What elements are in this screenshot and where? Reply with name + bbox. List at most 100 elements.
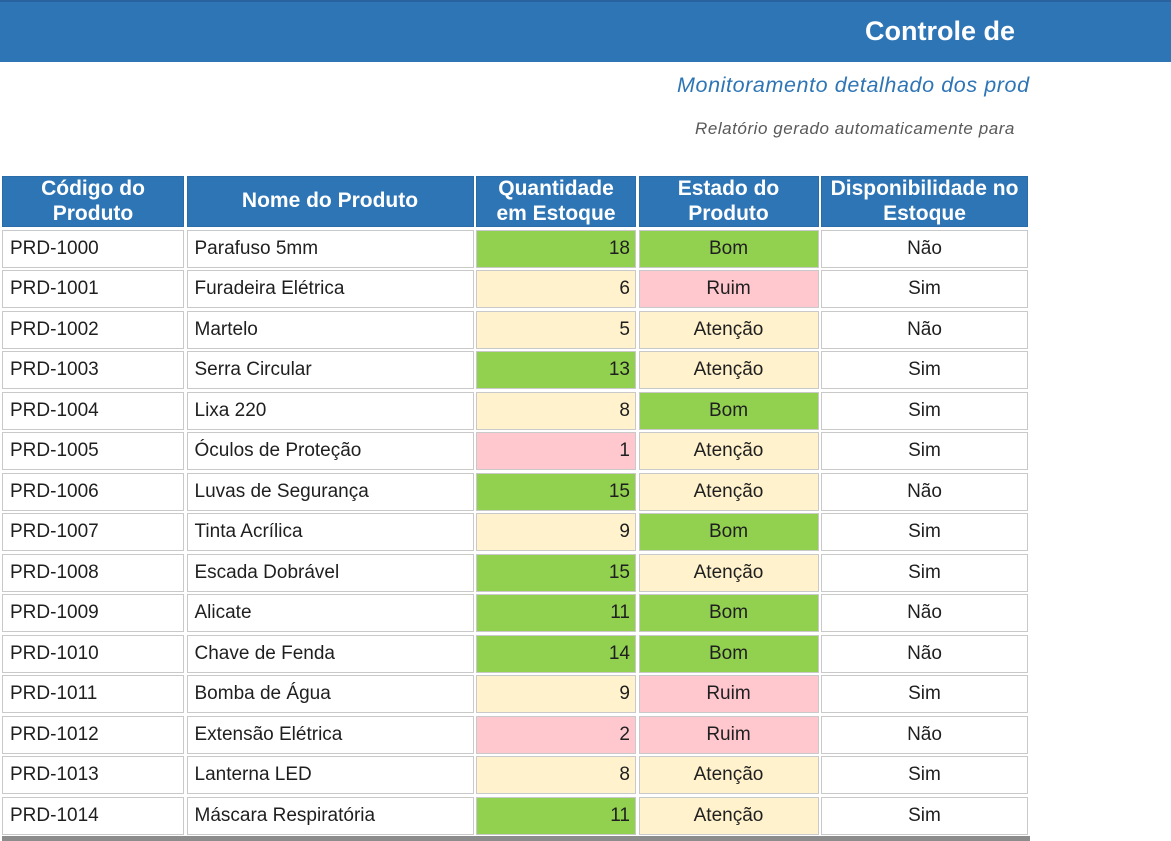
cell-code: PRD-1007 bbox=[2, 513, 184, 551]
cell-name: Luvas de Segurança bbox=[186, 472, 474, 511]
cell-status: Atenção bbox=[638, 310, 819, 349]
table-header-row: Código do Produto Nome do Produto Quantidad… bbox=[2, 176, 1028, 227]
cell-name: Alicate bbox=[186, 594, 474, 632]
page-title: Controle de bbox=[865, 16, 1016, 46]
table-row: PRD-1008 Escada Dobrável 15 Atenção Sim bbox=[2, 553, 1028, 592]
table-body: PRD-1000 Parafuso 5mm 18 Bom Não PRD-1001 Fura… bbox=[2, 229, 1028, 835]
cell-name: Lanterna LED bbox=[186, 756, 474, 794]
cell-code: PRD-1013 bbox=[2, 756, 184, 794]
cell-name: Parafuso 5mm bbox=[186, 229, 474, 268]
cell-status: Bom bbox=[638, 634, 819, 673]
cell-status: Atenção bbox=[638, 756, 819, 794]
cell-qty: 9 bbox=[476, 675, 636, 713]
cell-available: Não bbox=[821, 634, 1028, 673]
cell-available: Não bbox=[821, 310, 1028, 349]
table-row: PRD-1001 Furadeira Elétrica 6 Ruim Sim bbox=[2, 270, 1028, 308]
column-header-codigo: Código do Produto bbox=[2, 176, 184, 227]
cell-name: Óculos de Proteção bbox=[186, 432, 474, 470]
table-row: PRD-1000 Parafuso 5mm 18 Bom Não bbox=[2, 229, 1028, 268]
table-row: PRD-1014 Máscara Respiratória 11 Atenção Sim bbox=[2, 796, 1028, 835]
cell-qty: 18 bbox=[476, 229, 636, 268]
table-row: PRD-1002 Martelo 5 Atenção Não bbox=[2, 310, 1028, 349]
table-row: PRD-1011 Bomba de Água 9 Ruim Sim bbox=[2, 675, 1028, 713]
column-header-quantidade: Quantidade em Estoque bbox=[476, 176, 636, 227]
cell-status: Ruim bbox=[638, 675, 819, 713]
cell-name: Chave de Fenda bbox=[186, 634, 474, 673]
cell-code: PRD-1009 bbox=[2, 594, 184, 632]
cell-available: Sim bbox=[821, 432, 1028, 470]
cell-status: Bom bbox=[638, 594, 819, 632]
table-row: PRD-1003 Serra Circular 13 Atenção Sim bbox=[2, 351, 1028, 389]
cell-available: Não bbox=[821, 715, 1028, 754]
inventory-table: Código do Produto Nome do Produto Quantidad… bbox=[2, 176, 1028, 835]
cell-code: PRD-1000 bbox=[2, 229, 184, 268]
cell-name: Serra Circular bbox=[186, 351, 474, 389]
cell-available: Sim bbox=[821, 756, 1028, 794]
cell-available: Não bbox=[821, 594, 1028, 632]
cell-qty: 9 bbox=[476, 513, 636, 551]
cell-code: PRD-1012 bbox=[2, 715, 184, 754]
cell-status: Bom bbox=[638, 391, 819, 430]
cell-qty: 15 bbox=[476, 472, 636, 511]
cell-code: PRD-1004 bbox=[2, 391, 184, 430]
cell-name: Escada Dobrável bbox=[186, 553, 474, 592]
page-subtitle: Monitoramento detalhado dos prod bbox=[677, 73, 1030, 97]
table-bottom-border bbox=[2, 836, 1030, 841]
column-header-nome: Nome do Produto bbox=[186, 176, 474, 227]
table-row: PRD-1012 Extensão Elétrica 2 Ruim Não bbox=[2, 715, 1028, 754]
cell-code: PRD-1014 bbox=[2, 796, 184, 835]
cell-code: PRD-1010 bbox=[2, 634, 184, 673]
cell-code: PRD-1006 bbox=[2, 472, 184, 511]
cell-qty: 13 bbox=[476, 351, 636, 389]
cell-qty: 6 bbox=[476, 270, 636, 308]
table-row: PRD-1013 Lanterna LED 8 Atenção Sim bbox=[2, 756, 1028, 794]
cell-available: Sim bbox=[821, 391, 1028, 430]
cell-status: Bom bbox=[638, 229, 819, 268]
cell-name: Bomba de Água bbox=[186, 675, 474, 713]
cell-qty: 15 bbox=[476, 553, 636, 592]
cell-qty: 5 bbox=[476, 310, 636, 349]
cell-status: Atenção bbox=[638, 796, 819, 835]
cell-status: Atenção bbox=[638, 351, 819, 389]
cell-status: Atenção bbox=[638, 432, 819, 470]
cell-code: PRD-1011 bbox=[2, 675, 184, 713]
cell-available: Sim bbox=[821, 553, 1028, 592]
cell-code: PRD-1001 bbox=[2, 270, 184, 308]
cell-name: Lixa 220 bbox=[186, 391, 474, 430]
cell-status: Bom bbox=[638, 513, 819, 551]
cell-code: PRD-1002 bbox=[2, 310, 184, 349]
cell-code: PRD-1003 bbox=[2, 351, 184, 389]
report-note: Relatório gerado automaticamente para bbox=[695, 119, 1015, 138]
cell-qty: 8 bbox=[476, 391, 636, 430]
column-header-disponibilidade: Disponibilidade no Estoque bbox=[821, 176, 1028, 227]
cell-qty: 14 bbox=[476, 634, 636, 673]
table-row: PRD-1007 Tinta Acrílica 9 Bom Sim bbox=[2, 513, 1028, 551]
cell-status: Atenção bbox=[638, 472, 819, 511]
table-row: PRD-1005 Óculos de Proteção 1 Atenção Sim bbox=[2, 432, 1028, 470]
cell-code: PRD-1005 bbox=[2, 432, 184, 470]
app-header: Controle de bbox=[0, 0, 1171, 62]
cell-qty: 11 bbox=[476, 594, 636, 632]
cell-available: Sim bbox=[821, 796, 1028, 835]
cell-available: Sim bbox=[821, 270, 1028, 308]
cell-available: Não bbox=[821, 229, 1028, 268]
cell-available: Sim bbox=[821, 351, 1028, 389]
cell-name: Tinta Acrílica bbox=[186, 513, 474, 551]
text-clip-mask bbox=[1031, 64, 1171, 174]
cell-name: Máscara Respiratória bbox=[186, 796, 474, 835]
cell-available: Sim bbox=[821, 513, 1028, 551]
cell-status: Ruim bbox=[638, 715, 819, 754]
cell-qty: 2 bbox=[476, 715, 636, 754]
cell-status: Ruim bbox=[638, 270, 819, 308]
cell-available: Sim bbox=[821, 675, 1028, 713]
cell-qty: 1 bbox=[476, 432, 636, 470]
cell-status: Atenção bbox=[638, 553, 819, 592]
cell-qty: 8 bbox=[476, 756, 636, 794]
table-row: PRD-1004 Lixa 220 8 Bom Sim bbox=[2, 391, 1028, 430]
cell-name: Furadeira Elétrica bbox=[186, 270, 474, 308]
cell-name: Extensão Elétrica bbox=[186, 715, 474, 754]
cell-code: PRD-1008 bbox=[2, 553, 184, 592]
table-row: PRD-1010 Chave de Fenda 14 Bom Não bbox=[2, 634, 1028, 673]
cell-name: Martelo bbox=[186, 310, 474, 349]
